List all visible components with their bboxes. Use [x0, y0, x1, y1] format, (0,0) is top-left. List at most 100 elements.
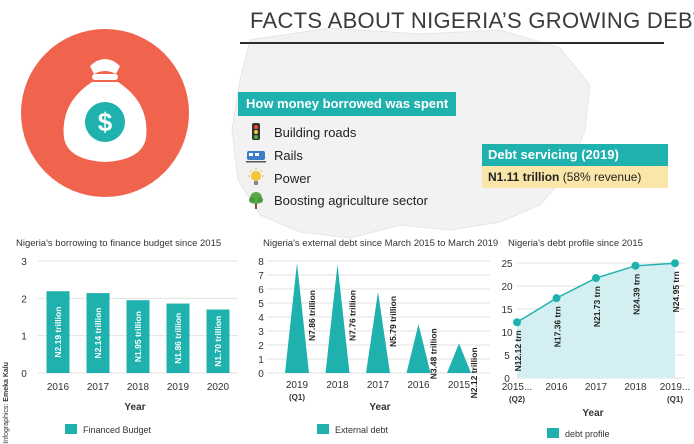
chart-borrowing-budget: 0 1 2 3 N2.19 trillion N2.14 trillion N1.95 t… [21, 257, 238, 435]
spending-item-power: Power [246, 167, 311, 189]
chart-2-title: Nigeria's external debt since March 2015… [263, 238, 499, 249]
tree-icon [249, 192, 263, 209]
x-tick-label: 2018 [624, 382, 647, 393]
y-tick-label: 2 [21, 294, 27, 305]
spending-item-label: Boosting agriculture sector [274, 192, 428, 208]
chart-1-x-ticks: 2016 2017 2018 2019 2020 [47, 382, 230, 393]
y-tick-label: 7 [258, 271, 264, 282]
train-icon [246, 151, 266, 163]
x-tick-label: 2017 [367, 380, 390, 391]
debt-servicing-value: N1.11 trillion (58% revenue) [482, 166, 668, 188]
money-bag-icon: $ [63, 59, 147, 162]
chart-1-bars: N2.19 trillion N2.14 trillion N1.95 trilli… [46, 291, 230, 373]
x-tick-label: 2016 [407, 380, 430, 391]
chart-3-title: Nigeria's debt profile since 2015 [508, 238, 643, 249]
x-tick-label: 2019 [286, 380, 309, 391]
y-tick-label: 8 [258, 257, 264, 268]
light-bulb-icon [248, 168, 264, 185]
chart-external-debt: 0 1 2 3 4 5 6 7 8 N7.86 trillion N7.76 trillion N5… [258, 257, 490, 435]
x-tick-label: 2017 [87, 382, 110, 393]
title-underline [240, 42, 664, 44]
bar [126, 300, 150, 373]
x-tick-label: 2018 [127, 382, 150, 393]
x-tick-label: 2016 [47, 382, 70, 393]
svg-text:$: $ [98, 107, 113, 137]
data-label: N24.95 trn [671, 271, 681, 312]
y-tick-label: 3 [258, 327, 264, 338]
data-label: N5.79 trillion [388, 296, 398, 347]
spending-item-roads: Building roads [246, 121, 356, 143]
spending-item-label: Rails [274, 147, 303, 163]
x-tick-label: 2020 [207, 382, 230, 393]
money-bag-illustration: $ [21, 29, 189, 197]
spending-item-agriculture: Boosting agriculture sector [246, 189, 428, 211]
chart-2-legend-swatch [317, 424, 329, 434]
chart-2-xlabel: Year [369, 402, 390, 413]
x-tick-label: 2018 [326, 380, 349, 391]
x-tick-label: 2019... [660, 382, 691, 393]
spike-bar [447, 343, 471, 373]
bar [46, 291, 70, 373]
y-tick-label: 2 [258, 341, 264, 352]
data-point [631, 261, 640, 270]
x-tick-label: 2015... [502, 382, 533, 393]
chart-3-legend-swatch [547, 428, 559, 438]
y-tick-label: 0 [21, 369, 27, 380]
debt-servicing-amount: N1.11 trillion [488, 170, 560, 184]
spike-bar [366, 291, 390, 373]
chart-3-y-ticks: 0 5 10 15 20 25 [501, 259, 513, 385]
credit-label: Infographics: [3, 403, 10, 444]
x-tick-label: 2019 [167, 382, 190, 393]
spending-item-label: Power [274, 170, 311, 186]
y-tick-label: 3 [21, 257, 27, 268]
y-tick-label: 5 [504, 351, 510, 362]
y-tick-label: 6 [258, 285, 264, 296]
x-tick-label: 2017 [585, 382, 608, 393]
spending-item-label: Building roads [274, 124, 357, 140]
bar [86, 293, 110, 373]
x-tick-sublabel: (Q1) [667, 395, 683, 404]
chart-2-bars: N7.86 trillion N7.76 trillion N5.79 trilli… [285, 262, 479, 398]
data-label: N17.36 trn [553, 306, 563, 347]
x-tick-label: 2016 [545, 382, 568, 393]
credit-name: Emeka Kalu [3, 362, 10, 402]
data-label: N1.70 trillion [213, 316, 223, 367]
data-label: N3.48 trillion [429, 328, 439, 379]
data-label: N2.19 trillion [53, 307, 63, 358]
page-title: FACTS ABOUT NIGERIA’S GROWING DEBTS [250, 8, 694, 33]
data-label: N1.86 trillion [173, 313, 183, 364]
y-tick-label: 0 [504, 374, 510, 385]
chart-2-legend-label: External debt [335, 425, 389, 435]
spike-bar [325, 264, 350, 373]
chart-2-x-ticks: 2019 (Q1) 2018 2017 2016 2015 [286, 380, 471, 402]
spending-heading: How money borrowed was spent [238, 92, 457, 116]
chart-1-y-ticks: 0 1 2 3 [21, 257, 27, 380]
y-tick-label: 1 [21, 332, 27, 343]
chart-1-xlabel: Year [124, 402, 145, 413]
data-label: N7.86 trillion [307, 290, 317, 341]
data-point [592, 274, 600, 283]
x-tick-label: 2015 [448, 380, 471, 391]
y-tick-label: 1 [258, 355, 264, 366]
data-point [671, 259, 679, 268]
data-point [552, 294, 561, 303]
x-tick-sublabel: (Q2) [509, 395, 525, 404]
chart-1-title: Nigeria's borrowing to finance budget si… [16, 238, 222, 249]
area-fill [517, 263, 675, 378]
data-point [513, 318, 521, 327]
y-tick-label: 0 [258, 369, 264, 380]
data-label: N24.39 trn [632, 274, 642, 315]
data-label: N21.73 trn [592, 286, 602, 327]
data-label: N2.12 trillion [469, 347, 479, 398]
data-label: N12.12 trn [513, 330, 523, 371]
chart-3-legend-label: debt profile [565, 429, 610, 439]
debt-servicing-heading: Debt servicing (2019) [482, 144, 668, 166]
y-tick-label: 20 [501, 282, 513, 293]
chart-3-x-ticks: 2015... (Q2) 2016 2017 2018 2019... (Q1) [502, 382, 691, 404]
debt-servicing-note: (58% revenue) [562, 170, 642, 184]
y-tick-label: 10 [501, 328, 513, 339]
bar [166, 303, 190, 373]
spike-bar [285, 262, 309, 373]
y-tick-label: 4 [258, 313, 264, 324]
chart-debt-profile: 0 5 10 15 20 25 N12.12 trn N17.36 trn N21.73 tr… [501, 259, 691, 439]
